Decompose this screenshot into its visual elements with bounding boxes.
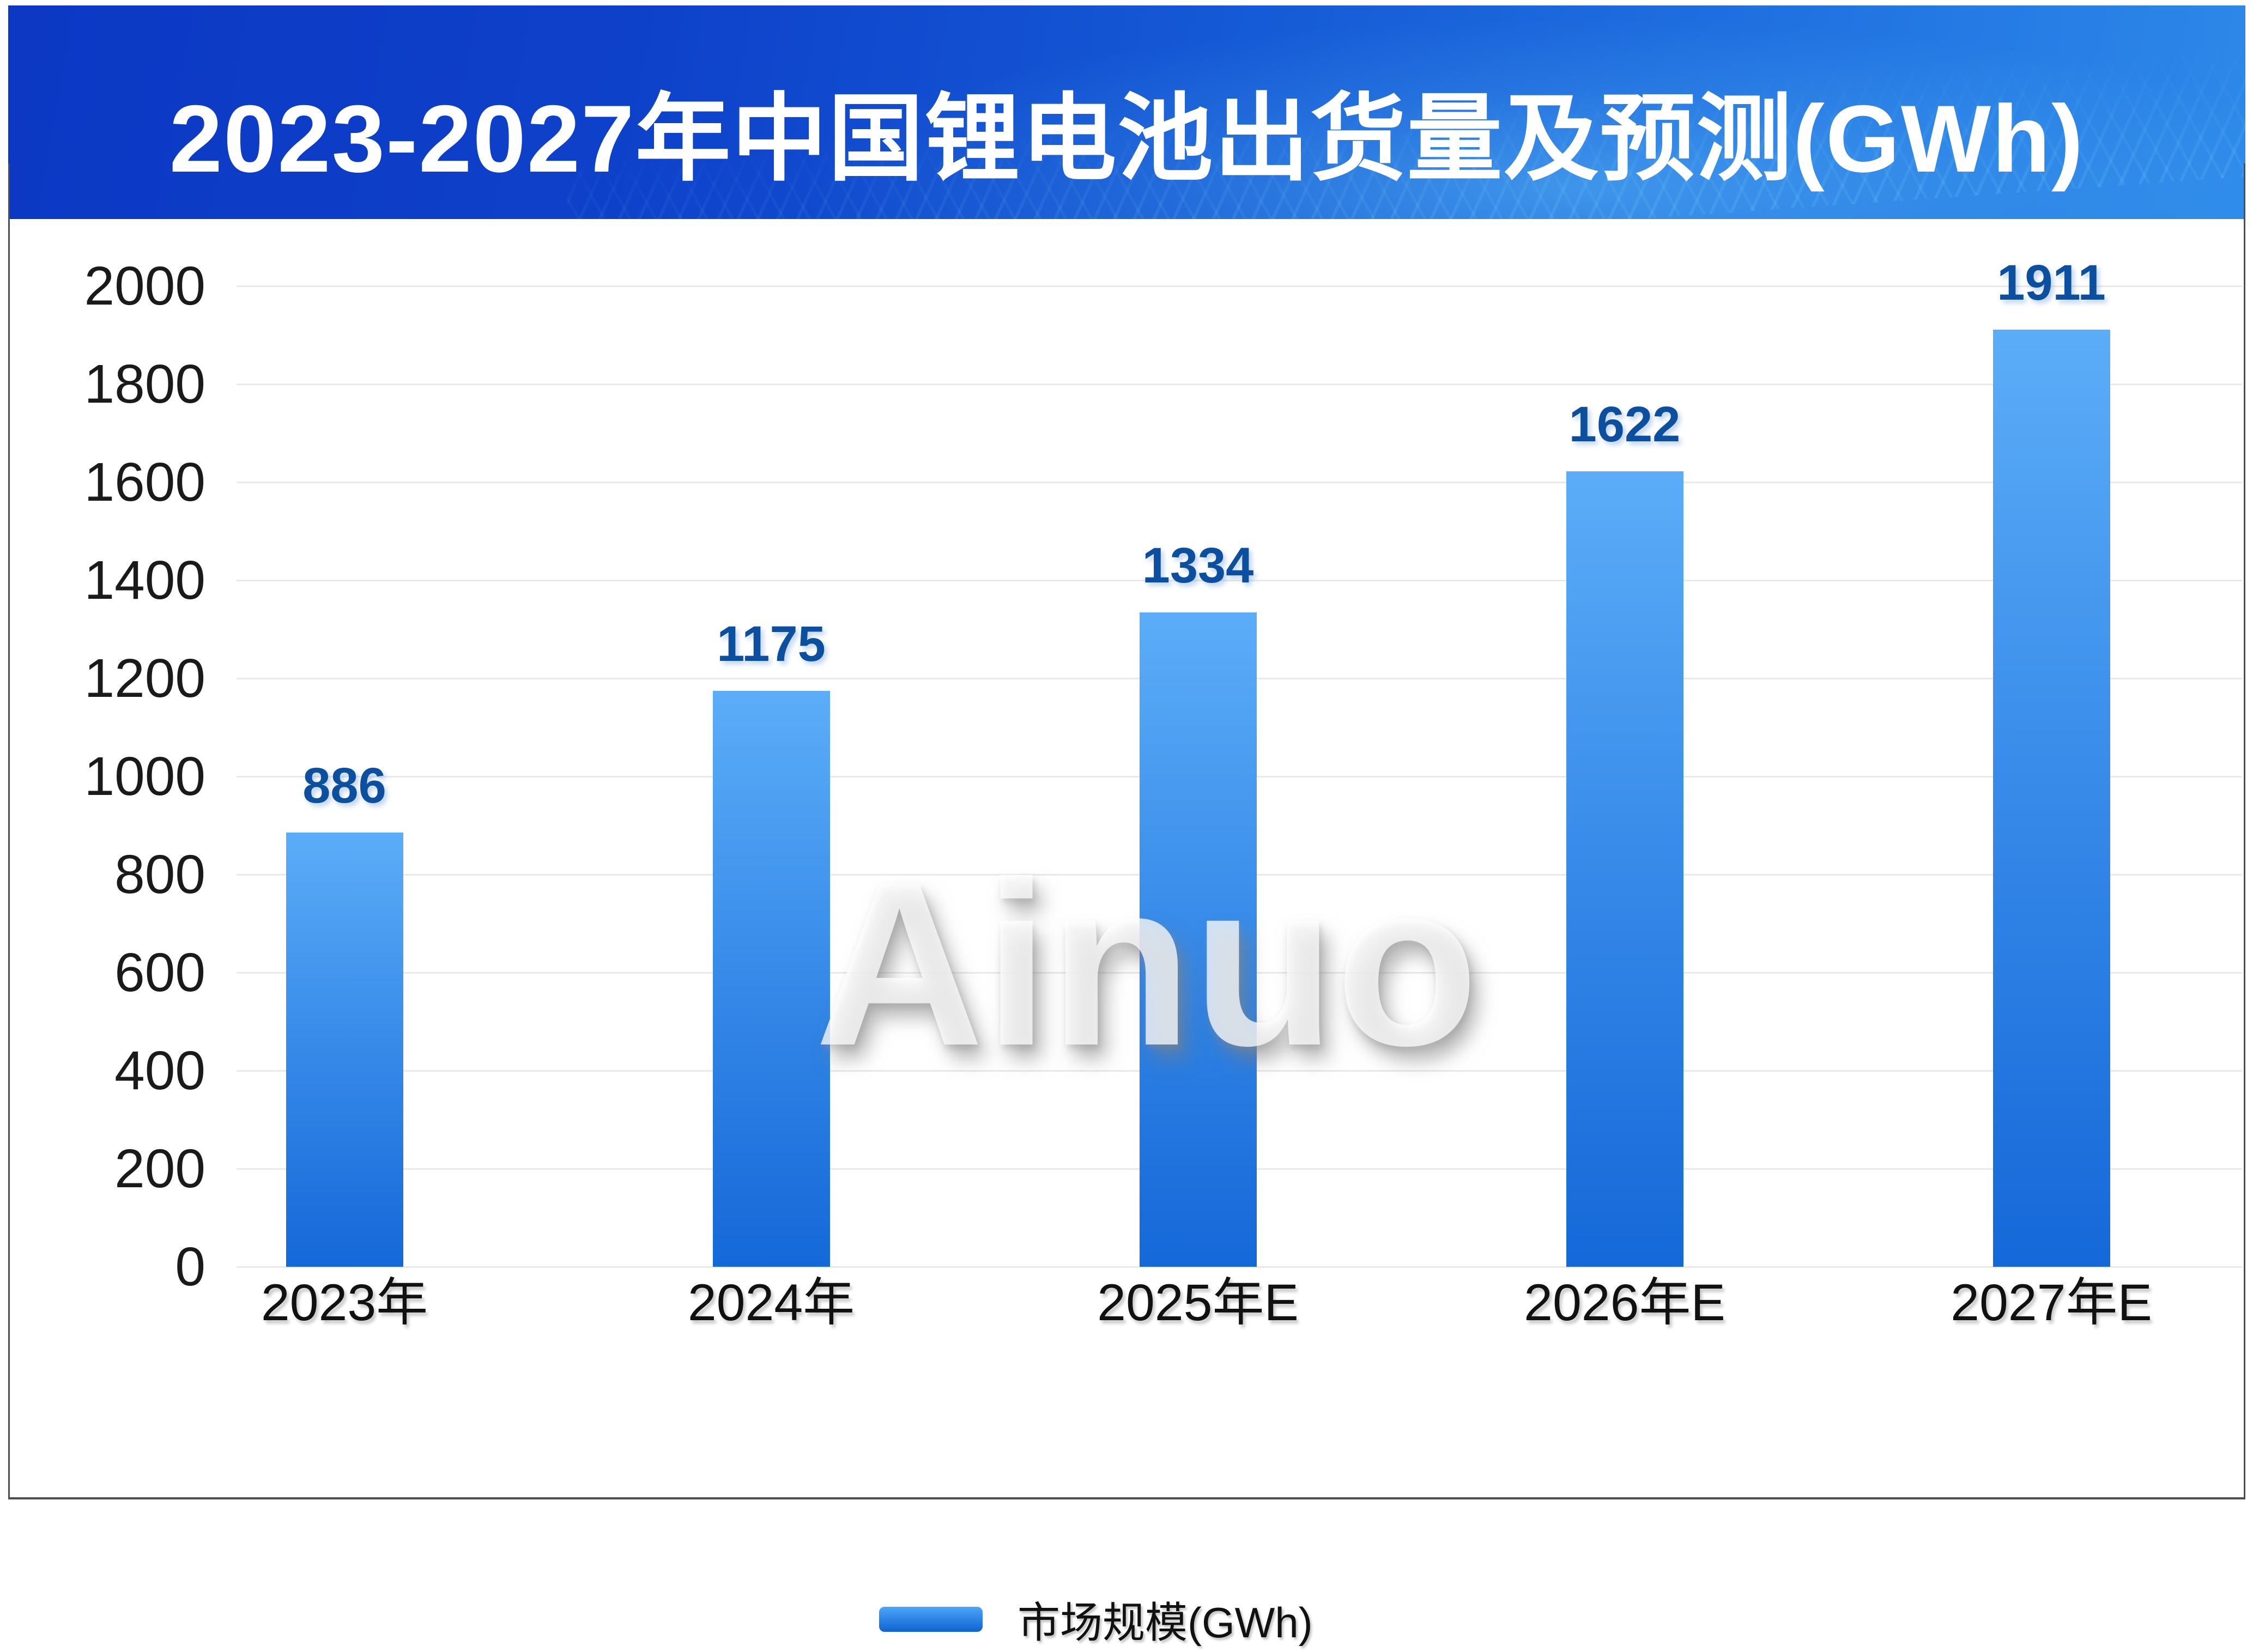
x-axis-tick-label: 2023年 [261, 1274, 428, 1332]
y-axis-tick-label: 1000 [84, 746, 205, 807]
gridline [237, 384, 2242, 385]
y-axis-tick-label: 800 [114, 844, 205, 905]
bar-value-label: 1334 [1142, 538, 1254, 594]
bar-value-label: 886 [302, 757, 386, 813]
bar-2023年 [286, 832, 403, 1267]
y-axis-tick-label: 400 [114, 1040, 205, 1101]
card-border-bottom [8, 1497, 2245, 1499]
y-axis-tick-label: 2000 [84, 256, 205, 317]
gridline [237, 482, 2242, 483]
x-axis-tick-label: 2024年 [687, 1274, 855, 1332]
card-border-left [8, 163, 10, 1499]
gridline [237, 1266, 2242, 1268]
gridline [237, 286, 2242, 287]
chart-header-banner: 2023-2027年中国锂电池出货量及预测(GWh) [8, 5, 2245, 219]
x-axis-tick-label: 2026年E [1524, 1274, 1725, 1332]
bar-2024年 [712, 690, 830, 1267]
legend-label: 市场规模(GWh) [1018, 1599, 1313, 1647]
y-axis-tick-label: 1400 [84, 550, 205, 611]
y-axis-tick-label: 1200 [84, 648, 205, 709]
y-axis-tick-label: 600 [114, 942, 205, 1003]
bar-value-label: 1622 [1568, 397, 1681, 453]
bar-2025年E [1139, 612, 1257, 1267]
chart-title: 2023-2027年中国锂电池出货量及预测(GWh) [169, 86, 2085, 192]
chart-card: 2023-2027年中国锂电池出货量及预测(GWh) Ainuo 市场规模(GW… [8, 5, 2245, 1647]
bar-value-label: 1175 [717, 616, 826, 672]
watermark-text: Ainuo [815, 833, 1479, 1095]
x-axis-tick-label: 2027年E [1951, 1274, 2152, 1332]
bar-2027年E [1992, 330, 2110, 1267]
bar-value-label: 1911 [1997, 255, 2106, 311]
y-axis-tick-label: 200 [114, 1138, 205, 1199]
legend-swatch-icon [879, 1607, 983, 1632]
bar-2026年E [1566, 471, 1683, 1267]
card-border-right [2244, 163, 2245, 1499]
y-axis-tick-label: 1800 [84, 354, 205, 415]
legend: 市场规模(GWh) [879, 1587, 1313, 1652]
plot-area: Ainuo 市场规模(GWh) 0 200 400 600 800 1000 1200 140… [8, 219, 2245, 1647]
gridline [237, 580, 2242, 581]
x-axis-tick-label: 2025年E [1097, 1274, 1299, 1332]
y-axis-tick-label: 1600 [84, 452, 205, 513]
y-axis-tick-label: 0 [175, 1236, 205, 1297]
